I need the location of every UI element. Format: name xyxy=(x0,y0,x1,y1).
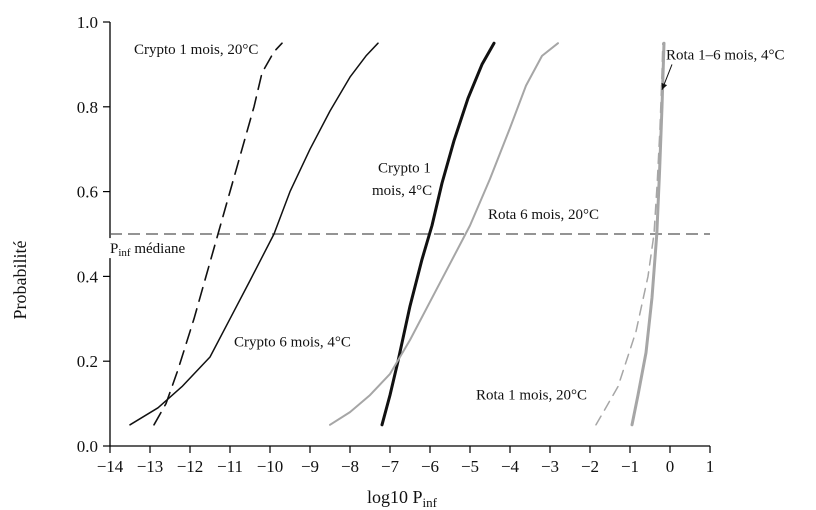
series-annotation: Crypto 1 xyxy=(378,161,431,177)
series-annotation: mois, 4°C xyxy=(372,183,432,199)
series-line-4 xyxy=(329,42,559,426)
series-annotation: Rota 1–6 mois, 4°C xyxy=(666,47,785,63)
arrow-head xyxy=(661,82,668,90)
series-annotation: Crypto 6 mois, 4°C xyxy=(234,334,351,350)
x-tick-label: 1 xyxy=(706,457,715,476)
x-axis-title: log10 Pinf xyxy=(367,487,438,510)
y-tick-label: 0.8 xyxy=(77,98,98,117)
x-tick-label: −8 xyxy=(341,457,359,476)
series-line-2 xyxy=(129,42,379,426)
x-tick-label: −14 xyxy=(97,457,124,476)
y-tick-label: 1.0 xyxy=(77,13,98,32)
median-label: Pinf médiane xyxy=(110,241,185,259)
x-tick-label: −6 xyxy=(421,457,439,476)
y-tick-label: 0.6 xyxy=(77,183,98,202)
x-tick-label: −2 xyxy=(581,457,599,476)
series-line-6 xyxy=(630,41,666,427)
x-tick-label: −5 xyxy=(461,457,479,476)
series-annotation: Crypto 1 mois, 20°C xyxy=(134,42,258,58)
x-tick-label: −10 xyxy=(257,457,284,476)
x-tick-label: −9 xyxy=(301,457,319,476)
annotations: Crypto 1 mois, 20°C Crypto 1 mois, 4°C Rota… xyxy=(108,42,785,403)
y-tick-label: 0.4 xyxy=(77,267,99,286)
x-tick-label: −13 xyxy=(137,457,164,476)
axes: −14 −13 −12 −11 −10 −9 −8 −7 −6 −5 −4 −3 −2 −1 0 10.00.… xyxy=(77,13,715,476)
x-tick-label: −7 xyxy=(381,457,400,476)
series-annotation: Rota 6 mois, 20°C xyxy=(488,207,599,223)
median-label-bg xyxy=(108,238,210,259)
x-tick-label: −1 xyxy=(621,457,639,476)
x-tick-label: −3 xyxy=(541,457,559,476)
series-group xyxy=(110,41,710,427)
series-annotation: Rota 1 mois, 20°C xyxy=(476,387,587,403)
x-axis-title-sub: inf xyxy=(423,495,438,510)
x-tick-label: −11 xyxy=(217,457,243,476)
y-tick-label: 0.0 xyxy=(77,437,98,456)
x-tick-label: 0 xyxy=(666,457,675,476)
y-tick-label: 0.2 xyxy=(77,352,98,371)
x-tick-label: −12 xyxy=(177,457,204,476)
x-tick-label: −4 xyxy=(501,457,520,476)
series-line-1 xyxy=(153,42,283,426)
y-axis-title: Probabilité xyxy=(10,241,30,320)
series-line-3 xyxy=(380,41,496,427)
